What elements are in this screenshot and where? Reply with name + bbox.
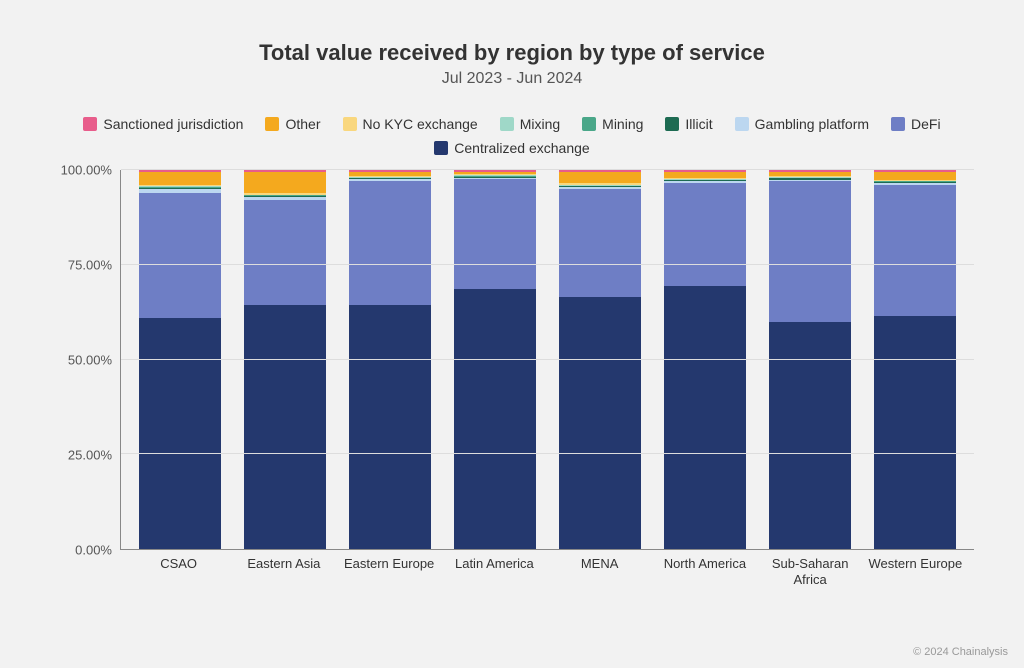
y-tick-label: 100.00% [61, 163, 112, 178]
stacked-bar [244, 170, 326, 549]
stacked-bar [559, 170, 641, 549]
legend-label: Centralized exchange [454, 140, 589, 156]
bar-segment-cex [874, 316, 956, 549]
y-tick-label: 50.00% [68, 353, 112, 368]
legend-swatch [265, 117, 279, 131]
x-axis-labels: CSAOEastern AsiaEastern EuropeLatin Amer… [120, 556, 974, 589]
legend-item-nokyc: No KYC exchange [343, 116, 478, 132]
x-tick-label: MENA [547, 556, 652, 589]
legend-label: DeFi [911, 116, 941, 132]
chart-legend: Sanctioned jurisdiction Other No KYC excha… [50, 116, 974, 156]
bar-segment-defi [349, 181, 431, 304]
legend-item-gambling: Gambling platform [735, 116, 869, 132]
bar-segment-cex [349, 305, 431, 549]
bar-segment-cex [664, 286, 746, 549]
legend-item-defi: DeFi [891, 116, 941, 132]
y-axis: 0.00%25.00%50.00%75.00%100.00% [50, 170, 120, 550]
bar-segment-cex [769, 322, 851, 549]
bar-slot [337, 170, 442, 549]
stacked-bar [139, 170, 221, 549]
bar-slot [758, 170, 863, 549]
legend-swatch [500, 117, 514, 131]
bar-segment-cex [454, 289, 536, 549]
x-tick-label: North America [652, 556, 757, 589]
bar-segment-defi [769, 181, 851, 321]
chart-container: Total value received by region by type o… [0, 0, 1024, 668]
chart-title: Total value received by region by type o… [50, 40, 974, 66]
bar-segment-cex [139, 318, 221, 549]
bar-segment-defi [559, 189, 641, 297]
legend-item-mining: Mining [582, 116, 643, 132]
legend-label: Mining [602, 116, 643, 132]
y-tick-label: 0.00% [75, 543, 112, 558]
bar-segment-cex [244, 305, 326, 549]
y-tick-label: 75.00% [68, 258, 112, 273]
legend-label: No KYC exchange [363, 116, 478, 132]
bar-segment-other [874, 172, 956, 180]
x-tick-label: Western Europe [863, 556, 968, 589]
bar-segment-defi [139, 193, 221, 318]
plot-area [120, 170, 974, 550]
legend-swatch [343, 117, 357, 131]
bar-segment-defi [454, 179, 536, 289]
legend-label: Gambling platform [755, 116, 869, 132]
stacked-bar [454, 170, 536, 549]
bars-group [121, 170, 974, 549]
x-tick-label: Sub-Saharan Africa [758, 556, 863, 589]
legend-label: Sanctioned jurisdiction [103, 116, 243, 132]
bar-slot [653, 170, 758, 549]
bar-segment-other [559, 172, 641, 183]
stacked-bar [664, 170, 746, 549]
legend-swatch [891, 117, 905, 131]
x-tick-label: Eastern Europe [337, 556, 442, 589]
plot: 0.00%25.00%50.00%75.00%100.00% [50, 170, 974, 550]
chart-subtitle: Jul 2023 - Jun 2024 [50, 70, 974, 88]
legend-item-other: Other [265, 116, 320, 132]
stacked-bar [349, 170, 431, 549]
gridline [121, 169, 974, 170]
bar-segment-defi [244, 200, 326, 304]
legend-label: Illicit [685, 116, 712, 132]
stacked-bar [874, 170, 956, 549]
bar-slot [127, 170, 232, 549]
y-tick-label: 25.00% [68, 448, 112, 463]
legend-swatch [735, 117, 749, 131]
legend-swatch [83, 117, 97, 131]
legend-item-illicit: Illicit [665, 116, 712, 132]
bar-slot [232, 170, 337, 549]
gridline [121, 264, 974, 265]
bar-slot [442, 170, 547, 549]
gridline [121, 453, 974, 454]
legend-item-mixing: Mixing [500, 116, 560, 132]
legend-swatch [665, 117, 679, 131]
bar-slot [863, 170, 968, 549]
legend-item-cex: Centralized exchange [434, 140, 589, 156]
bar-segment-defi [664, 183, 746, 285]
legend-swatch [434, 141, 448, 155]
attribution-text: © 2024 Chainalysis [913, 646, 1008, 658]
bar-segment-cex [559, 297, 641, 549]
bar-slot [548, 170, 653, 549]
x-tick-label: CSAO [126, 556, 231, 589]
bar-segment-defi [874, 185, 956, 316]
bar-segment-other [139, 172, 221, 185]
x-tick-label: Latin America [442, 556, 547, 589]
legend-item-sanctioned: Sanctioned jurisdiction [83, 116, 243, 132]
legend-swatch [582, 117, 596, 131]
legend-label: Other [285, 116, 320, 132]
x-tick-label: Eastern Asia [231, 556, 336, 589]
bar-segment-other [244, 172, 326, 193]
legend-label: Mixing [520, 116, 560, 132]
stacked-bar [769, 170, 851, 549]
gridline [121, 359, 974, 360]
